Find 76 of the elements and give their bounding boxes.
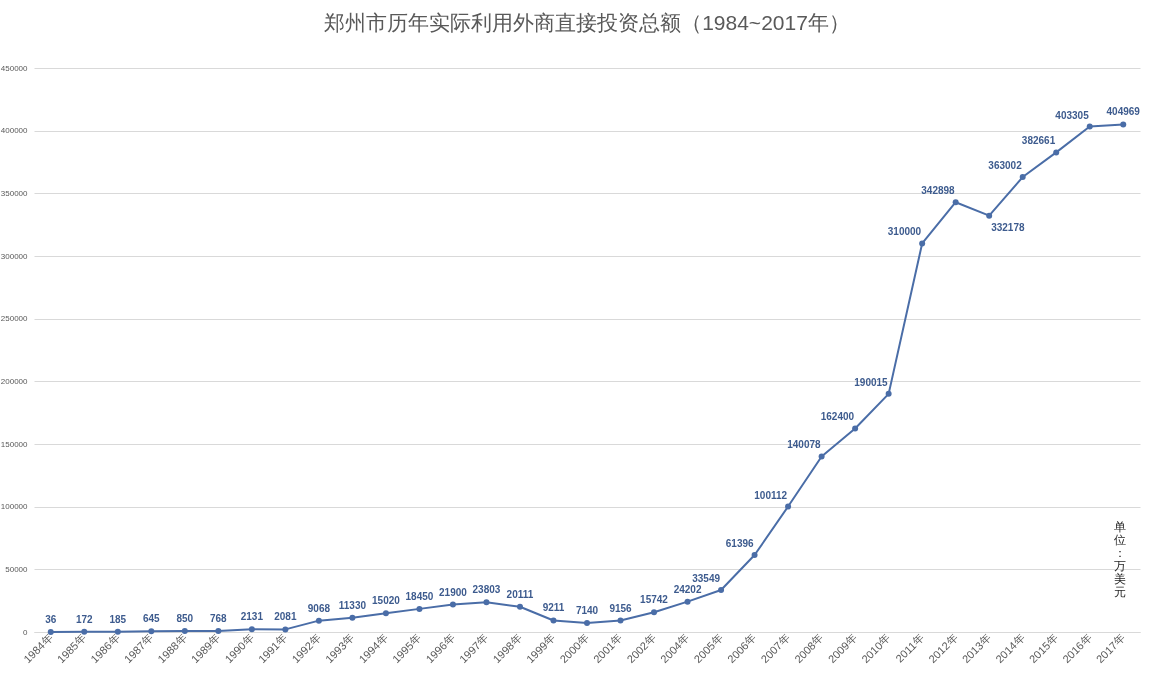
point bbox=[952, 199, 959, 206]
y-tick-label: 400000 bbox=[0, 126, 29, 136]
data-label: 9211 bbox=[542, 602, 565, 614]
point bbox=[315, 617, 322, 624]
point bbox=[785, 503, 792, 510]
point bbox=[718, 586, 725, 593]
data-label: 2081 bbox=[274, 611, 297, 623]
point bbox=[1019, 174, 1026, 181]
point bbox=[181, 627, 188, 634]
data-label: 140078 bbox=[787, 439, 822, 451]
annotation: 单位：万美元 bbox=[1114, 520, 1126, 599]
point bbox=[751, 552, 758, 559]
point bbox=[584, 620, 590, 627]
data-label: 24202 bbox=[673, 583, 702, 595]
data-label: 645 bbox=[142, 613, 161, 625]
point bbox=[1086, 123, 1093, 130]
data-label: 36 bbox=[45, 613, 57, 625]
point bbox=[919, 240, 926, 247]
point bbox=[416, 605, 423, 612]
point bbox=[449, 601, 456, 608]
y-tick-label: 50000 bbox=[5, 564, 29, 574]
data-label: 403305 bbox=[1055, 109, 1090, 121]
point bbox=[483, 599, 490, 606]
data-label: 9156 bbox=[609, 602, 633, 614]
data-label: 768 bbox=[209, 613, 228, 625]
data-label: 382661 bbox=[1021, 135, 1056, 147]
point bbox=[215, 628, 222, 635]
point bbox=[248, 626, 255, 633]
data-label: 15742 bbox=[640, 594, 669, 606]
data-label: 21900 bbox=[439, 586, 468, 598]
y-tick-label: 250000 bbox=[0, 314, 29, 324]
y-tick-label: 150000 bbox=[0, 439, 29, 449]
data-label: 23803 bbox=[472, 584, 501, 596]
y-tick-label: 450000 bbox=[0, 63, 29, 73]
y-tick-label: 100000 bbox=[0, 502, 29, 512]
data-label: 172 bbox=[75, 613, 94, 625]
point bbox=[1053, 149, 1060, 156]
point bbox=[818, 453, 825, 460]
point bbox=[516, 603, 523, 610]
point bbox=[148, 628, 155, 635]
point bbox=[684, 598, 691, 605]
point bbox=[885, 390, 892, 397]
data-label: 404969 bbox=[1106, 106, 1141, 118]
data-label: 190015 bbox=[854, 376, 889, 388]
point bbox=[1120, 121, 1127, 128]
data-label: 363002 bbox=[988, 160, 1023, 172]
point bbox=[852, 425, 859, 432]
data-label: 15020 bbox=[372, 595, 401, 607]
data-label: 310000 bbox=[887, 226, 922, 238]
point bbox=[550, 617, 557, 624]
data-label: 342898 bbox=[921, 185, 956, 197]
data-label: 9068 bbox=[307, 602, 331, 614]
y-tick-label: 200000 bbox=[0, 376, 29, 386]
y-tick-label: 300000 bbox=[0, 251, 29, 261]
data-label: 100112 bbox=[754, 489, 788, 501]
data-label: 61396 bbox=[725, 538, 755, 550]
point bbox=[617, 617, 624, 624]
data-label: 33549 bbox=[692, 572, 721, 584]
data-label: 7140 bbox=[575, 605, 599, 617]
data-label: 11330 bbox=[338, 599, 367, 611]
data-label: 18450 bbox=[405, 590, 434, 602]
point bbox=[81, 628, 88, 635]
point bbox=[382, 610, 389, 617]
data-label: 850 bbox=[176, 612, 194, 624]
y-tick-label: 350000 bbox=[0, 188, 29, 198]
chart-title: 郑州市历年实际利用外商直接投资总额（1984~2017年） bbox=[324, 11, 850, 34]
data-label: 20111 bbox=[506, 588, 534, 600]
point bbox=[282, 626, 289, 633]
data-label: 185 bbox=[109, 613, 127, 625]
point bbox=[986, 212, 993, 219]
data-label: 162400 bbox=[820, 411, 855, 423]
data-label: 2131 bbox=[240, 611, 264, 623]
point bbox=[349, 614, 356, 621]
y-tick-label: 0 bbox=[23, 627, 29, 637]
data-label: 332178 bbox=[991, 221, 1025, 233]
point bbox=[651, 609, 658, 616]
